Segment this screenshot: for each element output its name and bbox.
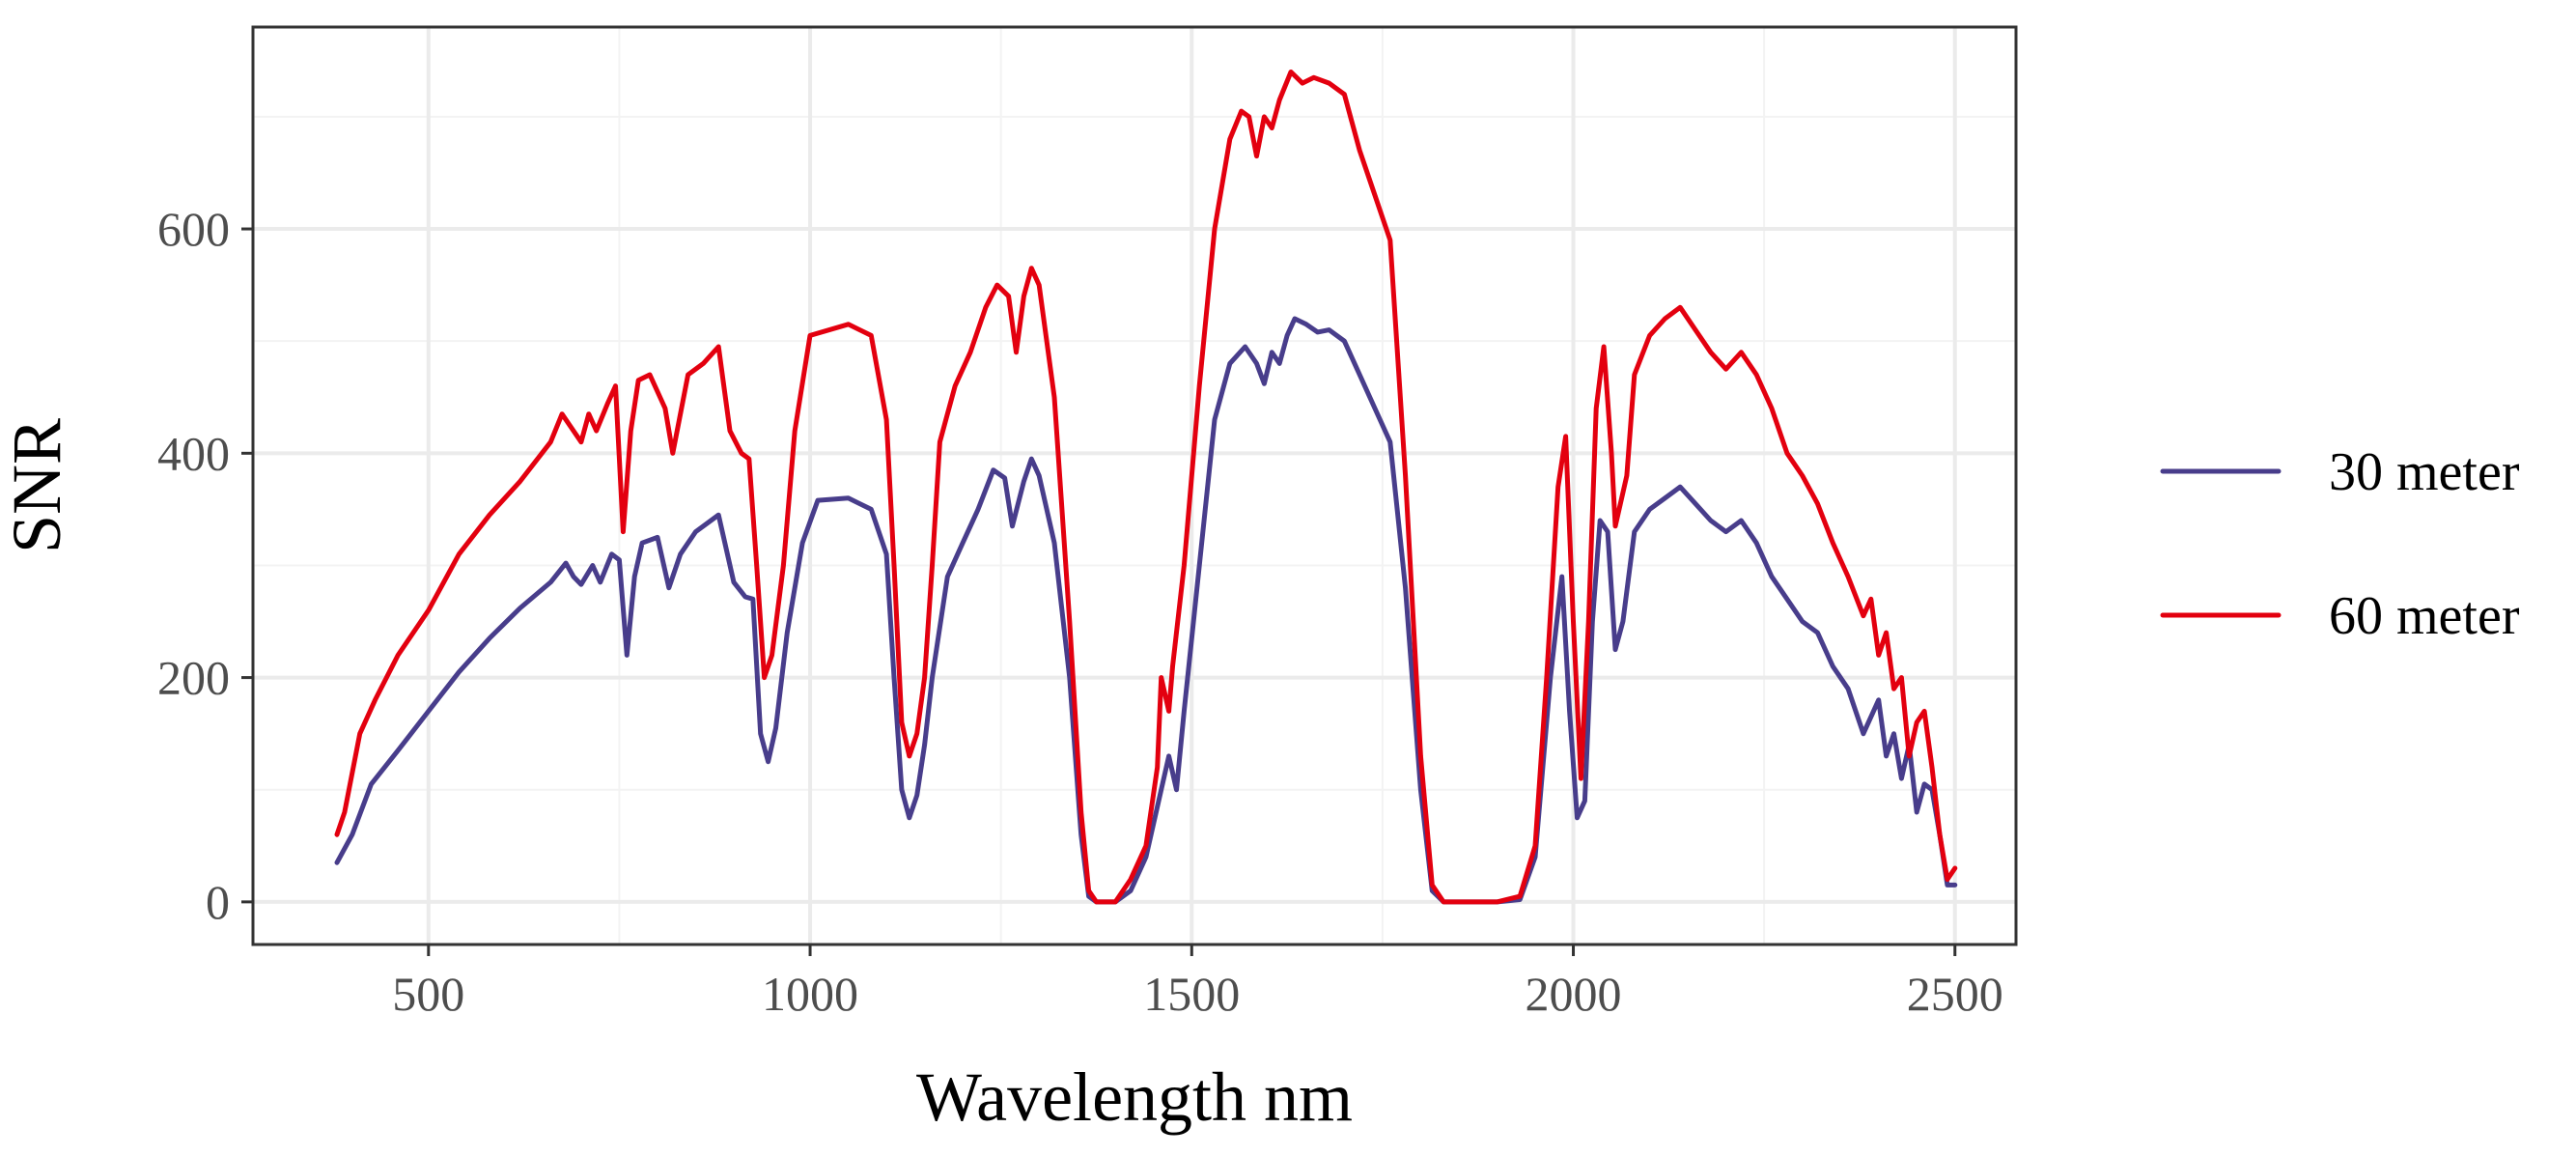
major-gridlines bbox=[253, 27, 2016, 945]
y-axis-title: SNR bbox=[0, 418, 75, 553]
legend: 30 meter 60 meter bbox=[2160, 442, 2520, 646]
x-axis-title: Wavelength nm bbox=[916, 1058, 1353, 1136]
minor-gridlines bbox=[253, 27, 2016, 945]
x-tick-label-1500: 1500 bbox=[1143, 967, 1240, 1021]
x-tick-labels: 500 1000 1500 2000 2500 bbox=[392, 967, 2002, 1021]
plot-panel-border bbox=[251, 25, 2018, 946]
series-line-30-meter bbox=[334, 316, 1958, 905]
x-tick-label-1000: 1000 bbox=[762, 967, 858, 1021]
legend-label-60-meter: 60 meter bbox=[2329, 586, 2520, 646]
data-series bbox=[334, 70, 1958, 905]
series-line-60-meter bbox=[334, 70, 1958, 905]
axis-ticks bbox=[241, 227, 1957, 956]
y-tick-labels: 0 200 400 600 bbox=[157, 202, 230, 929]
x-tick-label-2000: 2000 bbox=[1526, 967, 1622, 1021]
y-tick-label-0: 0 bbox=[206, 875, 230, 929]
x-tick-label-500: 500 bbox=[392, 967, 464, 1021]
legend-label-30-meter: 30 meter bbox=[2329, 442, 2520, 502]
y-tick-label-400: 400 bbox=[157, 426, 230, 480]
y-tick-label-200: 200 bbox=[157, 651, 230, 705]
y-tick-label-600: 600 bbox=[157, 202, 230, 256]
x-tick-label-2500: 2500 bbox=[1907, 967, 2003, 1021]
